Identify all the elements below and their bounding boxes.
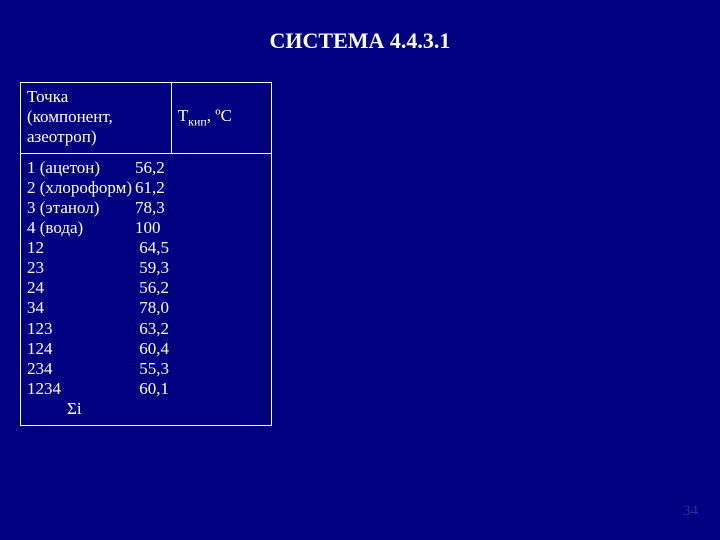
row-label: 24 [27, 278, 135, 298]
row-value: 56,2 [135, 158, 265, 178]
row-label: 1234 [27, 379, 135, 399]
table-row: 123 63,2 [27, 319, 265, 339]
slide-title: СИСТЕМА 4.4.3.1 [0, 28, 720, 54]
table-row: 1 (ацетон)56,2 [27, 158, 265, 178]
temp-symbol: Т [178, 106, 188, 125]
row-label: 123 [27, 319, 135, 339]
header-col-point: Точка (компонент, азеотроп) [21, 83, 171, 154]
table-header-row: Точка (компонент, азеотроп) Ткип, ºС [21, 83, 271, 154]
row-value: 56,2 [135, 278, 265, 298]
row-label: 3 (этанол) [27, 198, 135, 218]
row-label: 124 [27, 339, 135, 359]
header-line2: (компонент, [27, 107, 113, 126]
table-row: 1234 60,1 [27, 379, 265, 399]
row-label: 23 [27, 258, 135, 278]
table-row: 23 59,3 [27, 258, 265, 278]
slide: СИСТЕМА 4.4.3.1 Точка (компонент, азеотр… [0, 0, 720, 540]
table-row: 234 55,3 [27, 359, 265, 379]
table-row: 124 60,4 [27, 339, 265, 359]
table-row: 4 (вода)100 [27, 218, 265, 238]
rows-container: 1 (ацетон)56,22 (хлороформ)61,23 (этанол… [27, 158, 265, 399]
row-value: 78,3 [135, 198, 265, 218]
table-row: 34 78,0 [27, 298, 265, 318]
row-value: 78,0 [135, 298, 265, 318]
sigma-row: Σi [27, 399, 265, 419]
temp-unit: , ºС [207, 106, 232, 125]
row-value: 61,2 [135, 178, 265, 198]
table-row: 2 (хлороформ)61,2 [27, 178, 265, 198]
row-value: 60,1 [135, 379, 265, 399]
temp-subscript: кип [188, 114, 207, 128]
row-label: 12 [27, 238, 135, 258]
header-line3: азеотроп) [27, 127, 96, 146]
row-value: 59,3 [135, 258, 265, 278]
row-value: 64,5 [135, 238, 265, 258]
row-value: 63,2 [135, 319, 265, 339]
row-value: 60,4 [135, 339, 265, 359]
row-value: 55,3 [135, 359, 265, 379]
table-row: 24 56,2 [27, 278, 265, 298]
data-table: Точка (компонент, азеотроп) Ткип, ºС 1 (… [20, 82, 272, 426]
page-number: 34 [683, 503, 698, 520]
row-label: 234 [27, 359, 135, 379]
table-row: 12 64,5 [27, 238, 265, 258]
row-label: 2 (хлороформ) [27, 178, 135, 198]
table-body-row: 1 (ацетон)56,22 (хлороформ)61,23 (этанол… [21, 154, 271, 425]
row-label: 4 (вода) [27, 218, 135, 238]
row-value: 100 [135, 218, 265, 238]
header-line1: Точка [27, 87, 68, 106]
table-row: 3 (этанол)78,3 [27, 198, 265, 218]
table-body-cell: 1 (ацетон)56,22 (хлороформ)61,23 (этанол… [21, 154, 271, 425]
row-label: 1 (ацетон) [27, 158, 135, 178]
header-col-temp: Ткип, ºС [171, 83, 271, 154]
row-label: 34 [27, 298, 135, 318]
